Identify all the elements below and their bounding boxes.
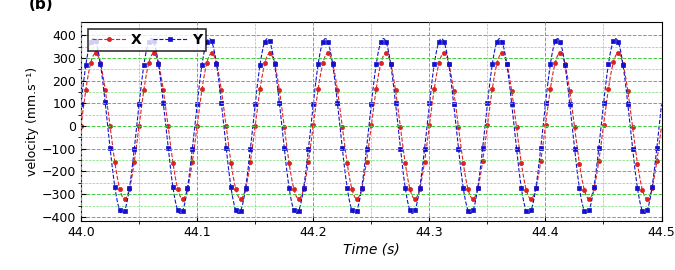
Y bbox=[647, 195, 655, 198]
X bbox=[178, 197, 186, 200]
X bbox=[643, 197, 651, 200]
X-axis label: Time (s): Time (s) bbox=[343, 242, 400, 256]
X bbox=[300, 186, 308, 190]
X bbox=[77, 124, 85, 128]
Y bbox=[178, 210, 186, 214]
X bbox=[657, 124, 666, 128]
Y bbox=[144, 44, 152, 47]
X bbox=[92, 52, 100, 55]
X bbox=[584, 197, 592, 200]
Y bbox=[657, 103, 666, 106]
Y bbox=[325, 44, 333, 47]
Y bbox=[77, 103, 85, 106]
Line: Y: Y bbox=[79, 36, 664, 215]
X bbox=[647, 192, 655, 195]
Y bbox=[89, 37, 97, 40]
Legend: X, Y: X, Y bbox=[88, 29, 206, 51]
Y-axis label: velocity (mm.s⁻¹): velocity (mm.s⁻¹) bbox=[26, 67, 39, 176]
Y bbox=[300, 184, 308, 187]
Text: (b): (b) bbox=[29, 0, 53, 12]
Y bbox=[118, 212, 126, 215]
Line: X: X bbox=[79, 51, 664, 201]
X bbox=[143, 68, 151, 71]
X bbox=[325, 52, 333, 56]
Y bbox=[584, 211, 592, 214]
